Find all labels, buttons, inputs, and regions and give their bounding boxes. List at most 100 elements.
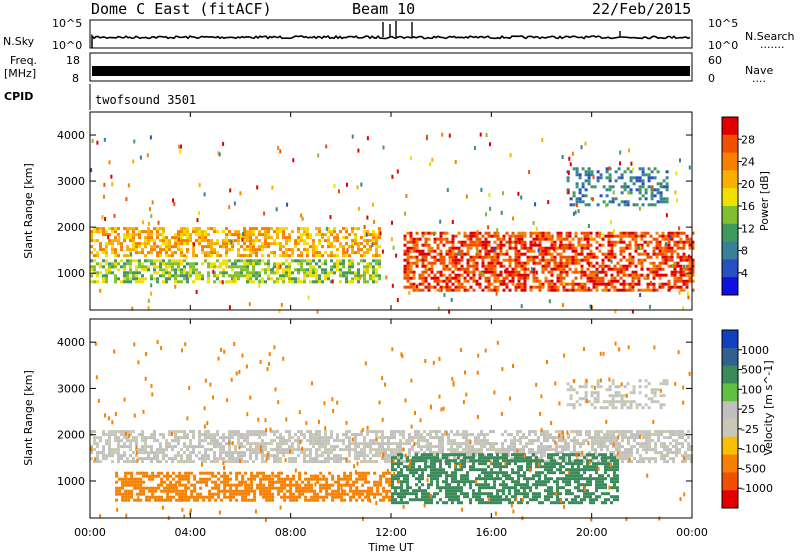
heatmap-cell [424, 240, 428, 244]
heatmap-cell [249, 448, 252, 452]
heatmap-cell [187, 498, 191, 502]
heatmap-cell [675, 171, 678, 176]
heatmap-cell [325, 492, 329, 496]
heatmap-cell [243, 227, 246, 231]
heatmap-cell [208, 492, 212, 496]
heatmap-cell [642, 460, 645, 464]
heatmap-cell [372, 242, 375, 246]
heatmap-cell [642, 433, 645, 437]
heatmap-cell [289, 498, 293, 502]
heatmap-cell [360, 182, 363, 187]
heatmap-cell [593, 185, 597, 189]
heatmap-cell [663, 448, 666, 452]
heatmap-cell [587, 286, 590, 291]
heatmap-cell [448, 465, 451, 469]
heatmap-cell [234, 445, 237, 449]
heatmap-cell [654, 433, 657, 437]
heatmap-cell [456, 442, 459, 446]
heatmap-cell [691, 270, 695, 274]
heatmap-cell [651, 186, 654, 191]
heatmap-cell [327, 242, 330, 246]
heatmap-cell [283, 483, 287, 487]
heatmap-cell [149, 135, 152, 140]
velocity-heatmap [90, 340, 693, 522]
heatmap-cell [105, 262, 108, 266]
heatmap-cell [375, 259, 378, 263]
heatmap-cell [622, 285, 626, 289]
heatmap-cell [108, 433, 111, 437]
heatmap-cell [312, 259, 315, 263]
heatmap-cell [234, 277, 237, 281]
heatmap-cell [447, 457, 450, 461]
heatmap-cell [619, 150, 622, 155]
heatmap-cell [312, 436, 315, 440]
heatmap-cell [358, 206, 360, 211]
heatmap-cell [223, 477, 227, 481]
heatmap-cell [580, 288, 584, 292]
heatmap-cell [252, 265, 255, 269]
heatmap-cell [385, 275, 388, 280]
heatmap-cell [409, 492, 412, 496]
heatmap-cell [304, 498, 308, 502]
heatmap-cell [480, 442, 483, 446]
heatmap-cell [204, 233, 207, 237]
heatmap-cell [217, 471, 221, 475]
heatmap-cell [108, 239, 111, 243]
heatmap-cell [592, 175, 595, 180]
heatmap-cell [241, 495, 245, 499]
heatmap-cell [159, 254, 162, 258]
heatmap-cell [550, 288, 554, 292]
heatmap-cell [230, 240, 233, 245]
heatmap-cell [301, 489, 305, 493]
heatmap-cell [685, 267, 689, 271]
heatmap-cell [665, 176, 669, 180]
heatmap-cell [628, 243, 632, 247]
heatmap-cell [688, 279, 692, 283]
heatmap-cell [184, 483, 188, 487]
heatmap-cell [486, 439, 489, 443]
heatmap-cell [514, 249, 518, 253]
heatmap-cell [331, 474, 335, 478]
heatmap-cell [665, 182, 669, 186]
heatmap-cell [306, 439, 309, 443]
heatmap-cell [375, 280, 378, 284]
heatmap-cell [592, 270, 596, 274]
heatmap-cell [204, 454, 207, 458]
heatmap-cell [676, 252, 680, 256]
heatmap-cell [218, 152, 221, 157]
heatmap-cell [213, 451, 216, 455]
heatmap-cell [132, 233, 135, 237]
heatmap-cell [532, 270, 536, 274]
heatmap-cell [445, 231, 449, 235]
heatmap-cell [627, 430, 630, 434]
heatmap-cell [652, 273, 656, 277]
heatmap-cell [129, 460, 132, 464]
heatmap-cell [580, 237, 583, 242]
heatmap-cell [523, 240, 527, 244]
heatmap-cell [369, 442, 372, 446]
heatmap-cell [207, 245, 210, 249]
heatmap-cell [610, 252, 614, 256]
freq-trace [92, 66, 690, 76]
heatmap-cell [634, 264, 638, 268]
heatmap-cell [108, 436, 111, 440]
heatmap-cell [345, 254, 348, 258]
colorbar-swatch [722, 188, 738, 207]
heatmap-cell [580, 243, 584, 247]
heatmap-cell [427, 231, 431, 235]
heatmap-cell [443, 293, 446, 297]
heatmap-cell [217, 477, 221, 481]
heatmap-cell [505, 249, 509, 253]
heatmap-cell [436, 486, 439, 490]
heatmap-cell [162, 239, 165, 243]
heatmap-cell [315, 448, 318, 452]
heatmap-cell [415, 483, 418, 487]
heatmap-cell [679, 264, 683, 268]
heatmap-cell [415, 471, 418, 475]
heatmap-cell [574, 282, 578, 286]
heatmap-cell [297, 262, 300, 266]
heatmap-cell [232, 489, 236, 493]
heatmap-cell [448, 267, 452, 271]
heatmap-cell [166, 474, 170, 478]
heatmap-cell [279, 442, 282, 446]
